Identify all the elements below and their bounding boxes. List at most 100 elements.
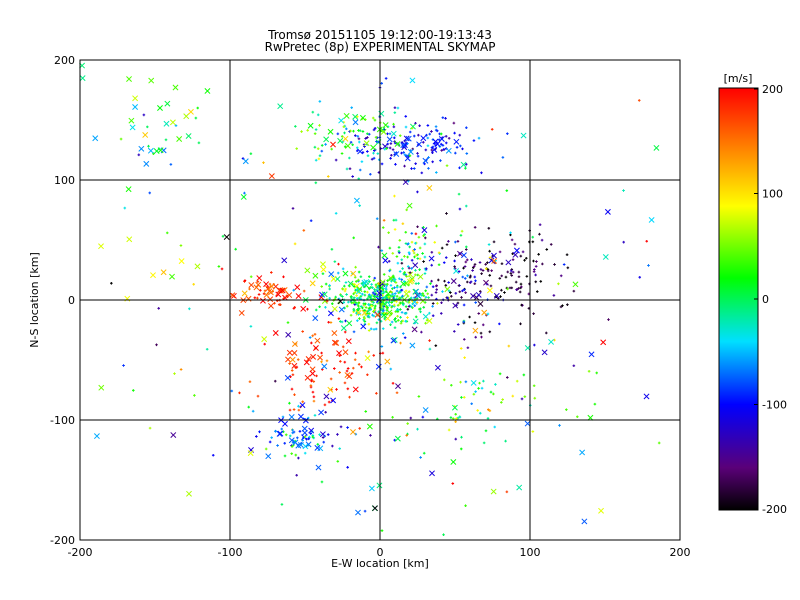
data-point-plus	[286, 321, 290, 324]
data-point-plus	[545, 248, 549, 251]
data-point-plus	[343, 284, 346, 288]
data-point-plus	[394, 317, 397, 320]
data-point-plus	[417, 282, 420, 285]
data-point-plus	[464, 291, 467, 294]
data-point-cross	[346, 373, 353, 380]
data-point-plus	[470, 258, 473, 261]
data-point-plus	[316, 443, 320, 446]
data-point-plus	[443, 279, 446, 283]
data-point-plus	[402, 151, 405, 154]
data-point-plus	[412, 134, 416, 138]
data-point-plus	[458, 252, 462, 255]
data-point-plus	[352, 236, 355, 240]
data-point-plus	[343, 330, 347, 334]
data-point-plus	[401, 222, 405, 226]
data-point-cross	[491, 252, 497, 259]
data-point-plus	[500, 401, 503, 404]
data-point-cross	[248, 282, 255, 288]
data-point-plus	[410, 167, 413, 170]
data-point-plus	[443, 378, 446, 382]
data-point-plus	[390, 279, 393, 283]
data-point-cross	[426, 185, 433, 191]
data-point-plus	[372, 310, 375, 313]
data-point-plus	[385, 147, 388, 150]
data-point-plus	[196, 106, 200, 110]
data-point-cross	[92, 135, 99, 142]
data-point-cross	[255, 281, 262, 288]
data-point-plus	[535, 290, 539, 293]
data-point-cross	[241, 290, 248, 297]
data-point-cross	[382, 257, 389, 264]
data-point-plus	[358, 168, 362, 172]
data-point-plus	[313, 145, 317, 149]
data-point-plus	[354, 265, 357, 269]
data-point-plus	[565, 253, 569, 257]
data-point-cross	[343, 112, 350, 119]
data-point-plus	[366, 136, 369, 139]
data-point-plus	[349, 129, 352, 133]
data-point-cross	[350, 429, 356, 435]
data-point-plus	[419, 307, 422, 311]
data-point-cross	[483, 279, 489, 286]
data-point-plus	[374, 304, 377, 308]
data-point-cross	[587, 414, 594, 421]
data-point-plus	[541, 262, 544, 266]
data-point-plus	[453, 330, 456, 333]
data-point-plus	[368, 293, 371, 297]
data-point-plus	[442, 533, 445, 536]
data-point-plus	[357, 137, 361, 141]
data-point-plus	[595, 371, 599, 375]
data-point-plus	[474, 279, 477, 283]
data-point-cross	[331, 339, 338, 346]
data-point-plus	[243, 191, 246, 195]
data-point-plus	[479, 268, 483, 271]
colorbar-label: [m/s]	[724, 72, 753, 85]
data-point-plus	[283, 441, 287, 445]
data-point-plus	[451, 482, 455, 485]
data-point-plus	[395, 255, 399, 258]
data-point-plus	[416, 257, 420, 260]
data-point-cross	[160, 269, 167, 276]
data-point-cross	[153, 148, 160, 155]
data-point-plus	[511, 258, 515, 261]
data-point-plus	[572, 364, 576, 368]
data-point-plus	[489, 390, 493, 394]
data-point-plus	[346, 387, 350, 391]
data-point-plus	[384, 77, 388, 80]
data-point-plus	[336, 132, 340, 136]
data-point-plus	[457, 192, 461, 196]
data-point-cross	[340, 325, 347, 332]
data-point-cross	[147, 147, 154, 154]
data-point-plus	[372, 314, 376, 318]
y-axis-label: N-S location [km]	[28, 252, 41, 348]
data-point-plus	[464, 504, 467, 508]
data-point-cross	[297, 413, 304, 420]
data-point-plus	[396, 106, 400, 110]
data-point-plus	[396, 314, 399, 318]
data-point-cross	[356, 286, 363, 293]
data-point-cross	[268, 283, 275, 290]
data-point-cross	[150, 272, 156, 279]
data-point-plus	[345, 369, 349, 373]
data-point-plus	[410, 267, 413, 270]
data-point-cross	[390, 337, 397, 344]
data-point-plus	[174, 124, 178, 127]
data-point-plus	[137, 153, 141, 157]
data-point-plus	[406, 265, 410, 268]
data-point-cross	[288, 414, 295, 420]
data-point-plus	[327, 400, 331, 404]
data-point-plus	[398, 239, 402, 242]
data-point-plus	[291, 431, 295, 435]
data-point-plus	[321, 436, 325, 439]
data-point-plus	[336, 433, 339, 436]
data-point-cross	[415, 292, 422, 299]
data-points	[79, 62, 661, 536]
data-point-plus	[302, 229, 306, 232]
data-point-plus	[369, 434, 372, 437]
data-point-plus	[326, 433, 330, 436]
data-point-plus	[372, 301, 375, 304]
data-point-plus	[416, 427, 419, 431]
colorbar-tick-label: -100	[762, 399, 787, 412]
data-point-plus	[403, 312, 407, 315]
data-point-plus	[524, 256, 528, 260]
